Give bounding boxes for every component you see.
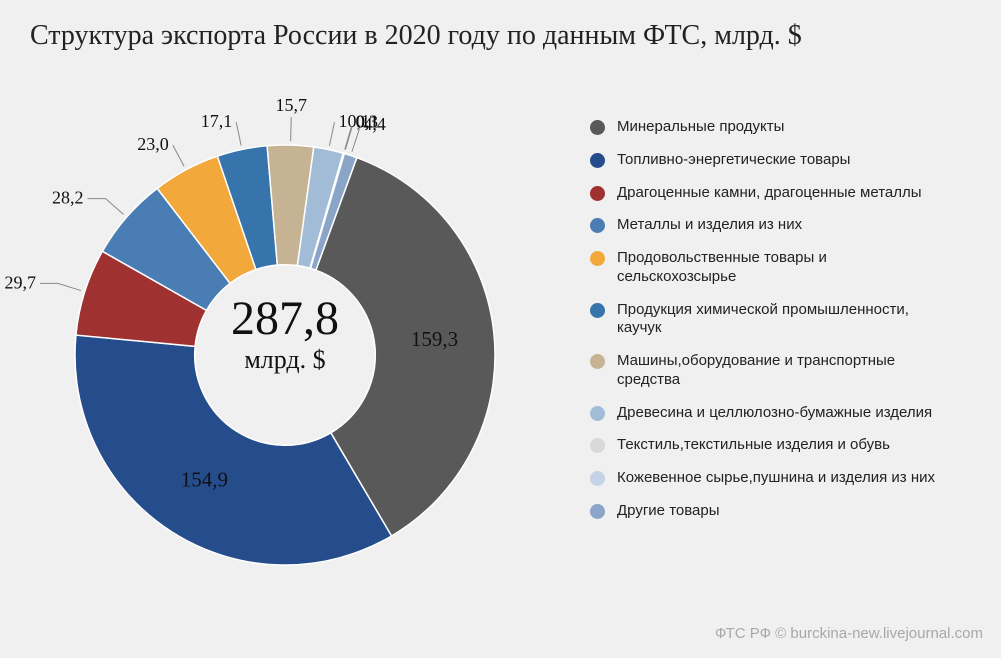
legend-label: Топливно-энергетические товары <box>617 151 850 170</box>
legend-swatch <box>590 120 605 135</box>
legend-item: Топливно-энергетические товары <box>590 151 990 170</box>
legend-label: Металлы и изделия из них <box>617 216 802 235</box>
legend-item: Продовольственные товары и сельскохозсыр… <box>590 249 990 287</box>
legend-swatch <box>590 218 605 233</box>
legend-label: Кожевенное сырье,пушнина и изделия из ни… <box>617 469 935 488</box>
leader-line <box>40 283 81 290</box>
slice-value-label: 15,7 <box>275 95 307 115</box>
legend-swatch <box>590 186 605 201</box>
legend-swatch <box>590 471 605 486</box>
leader-line <box>173 145 184 166</box>
legend-item: Кожевенное сырье,пушнина и изделия из ни… <box>590 469 990 488</box>
slice-value-label: 28,2 <box>52 188 84 208</box>
legend-label: Драгоценные камни, драгоценные металлы <box>617 184 922 203</box>
leader-line <box>291 117 292 141</box>
leader-line <box>88 199 124 215</box>
chart-title: Структура экспорта России в 2020 году по… <box>30 20 802 52</box>
slice-value-label: 154,9 <box>181 467 228 491</box>
donut-chart: 159,3154,929,728,223,017,115,710,10,30,1… <box>30 80 540 590</box>
legend: Минеральные продукты Топливно-энергетичес… <box>590 118 990 535</box>
legend-label: Текстиль,текстильные изделия и обувь <box>617 436 890 455</box>
legend-item: Драгоценные камни, драгоценные металлы <box>590 184 990 203</box>
total-value: 287,8 <box>185 295 385 343</box>
legend-item: Другие товары <box>590 502 990 521</box>
leader-line <box>352 129 360 152</box>
legend-swatch <box>590 504 605 519</box>
total-unit: млрд. $ <box>185 345 385 375</box>
slice-value-label: 29,7 <box>5 272 37 292</box>
legend-label: Минеральные продукты <box>617 118 784 137</box>
legend-swatch <box>590 354 605 369</box>
legend-label: Машины,оборудование и транспортные средс… <box>617 352 947 390</box>
slice-value-label: 17,1 <box>201 111 233 131</box>
legend-swatch <box>590 406 605 421</box>
legend-item: Машины,оборудование и транспортные средс… <box>590 352 990 390</box>
center-total: 287,8 млрд. $ <box>185 295 385 375</box>
legend-label: Продукция химической промышленности, кау… <box>617 301 947 339</box>
legend-item: Текстиль,текстильные изделия и обувь <box>590 436 990 455</box>
leader-line <box>329 122 334 145</box>
slice-value-label: 159,3 <box>411 327 458 351</box>
slice-value-label: 23,0 <box>137 134 169 154</box>
credit-text: ФТС РФ © burckina-new.livejournal.com <box>715 625 983 642</box>
leader-line <box>236 122 241 145</box>
legend-swatch <box>590 303 605 318</box>
legend-item: Минеральные продукты <box>590 118 990 137</box>
legend-swatch <box>590 153 605 168</box>
legend-label: Другие товары <box>617 502 720 521</box>
legend-swatch <box>590 251 605 266</box>
legend-label: Древесина и целлюлозно-бумажные изделия <box>617 404 932 423</box>
legend-item: Продукция химической промышленности, кау… <box>590 301 990 339</box>
legend-item: Металлы и изделия из них <box>590 216 990 235</box>
legend-item: Древесина и целлюлозно-бумажные изделия <box>590 404 990 423</box>
legend-label: Продовольственные товары и сельскохозсыр… <box>617 249 947 287</box>
legend-swatch <box>590 438 605 453</box>
slice-value-label: 4,4 <box>363 114 386 134</box>
